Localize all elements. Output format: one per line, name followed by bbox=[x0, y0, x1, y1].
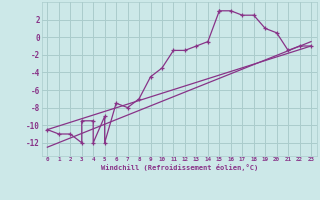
X-axis label: Windchill (Refroidissement éolien,°C): Windchill (Refroidissement éolien,°C) bbox=[100, 164, 258, 171]
